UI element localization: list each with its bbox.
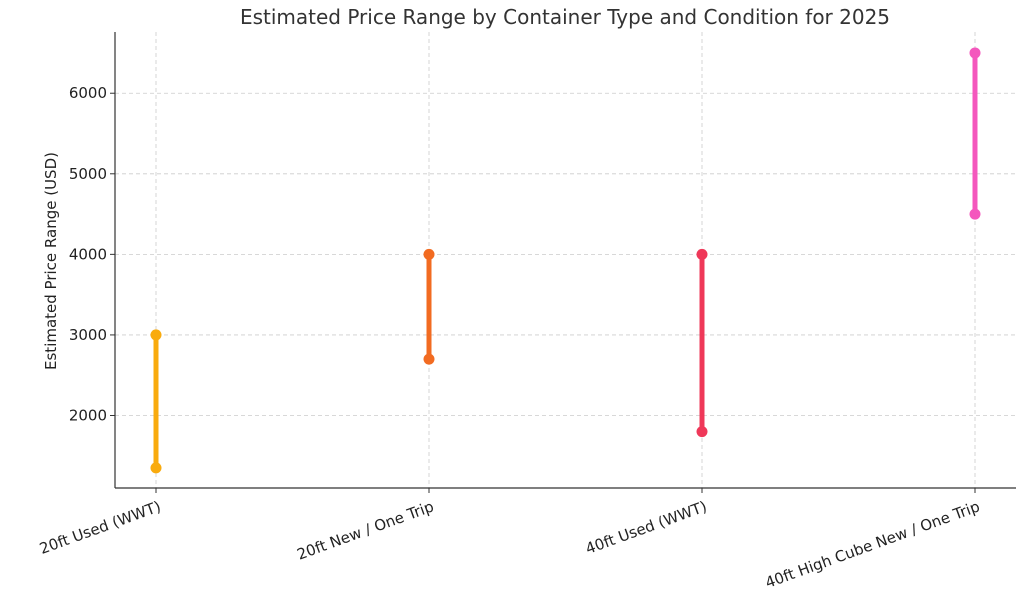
- range-low-point: [696, 426, 708, 438]
- range-item: [696, 248, 708, 438]
- chart-title: Estimated Price Range by Container Type …: [240, 5, 890, 29]
- y-axis-label: Estimated Price Range (USD): [42, 152, 60, 370]
- y-tick-label: 2000: [69, 406, 107, 424]
- y-tick-label: 5000: [69, 165, 107, 183]
- range-high-point: [423, 248, 435, 260]
- range-high-point: [150, 329, 162, 341]
- range-high-point: [969, 47, 981, 59]
- range-item: [969, 47, 981, 220]
- range-high-point: [696, 248, 708, 260]
- grid: [115, 32, 1016, 488]
- y-tick-label: 6000: [69, 84, 107, 102]
- axes: [114, 32, 1016, 489]
- range-low-point: [150, 462, 162, 474]
- y-ticks: 2000 3000 4000 5000 6000: [69, 84, 115, 424]
- x-tick-label: 40ft Used (WWT): [583, 497, 709, 558]
- range-item: [423, 248, 435, 365]
- range-low-point: [969, 208, 981, 220]
- range-low-point: [423, 353, 435, 365]
- x-tick-label: 20ft Used (WWT): [37, 497, 163, 558]
- range-item: [150, 329, 162, 474]
- y-tick-label: 3000: [69, 326, 107, 344]
- x-tick-label: 40ft High Cube New / One Trip: [763, 497, 982, 592]
- x-ticks: 20ft Used (WWT) 20ft New / One Trip 40ft U…: [37, 488, 982, 592]
- x-tick-label: 20ft New / One Trip: [295, 497, 437, 563]
- range-series: [150, 47, 981, 474]
- y-tick-label: 4000: [69, 245, 107, 263]
